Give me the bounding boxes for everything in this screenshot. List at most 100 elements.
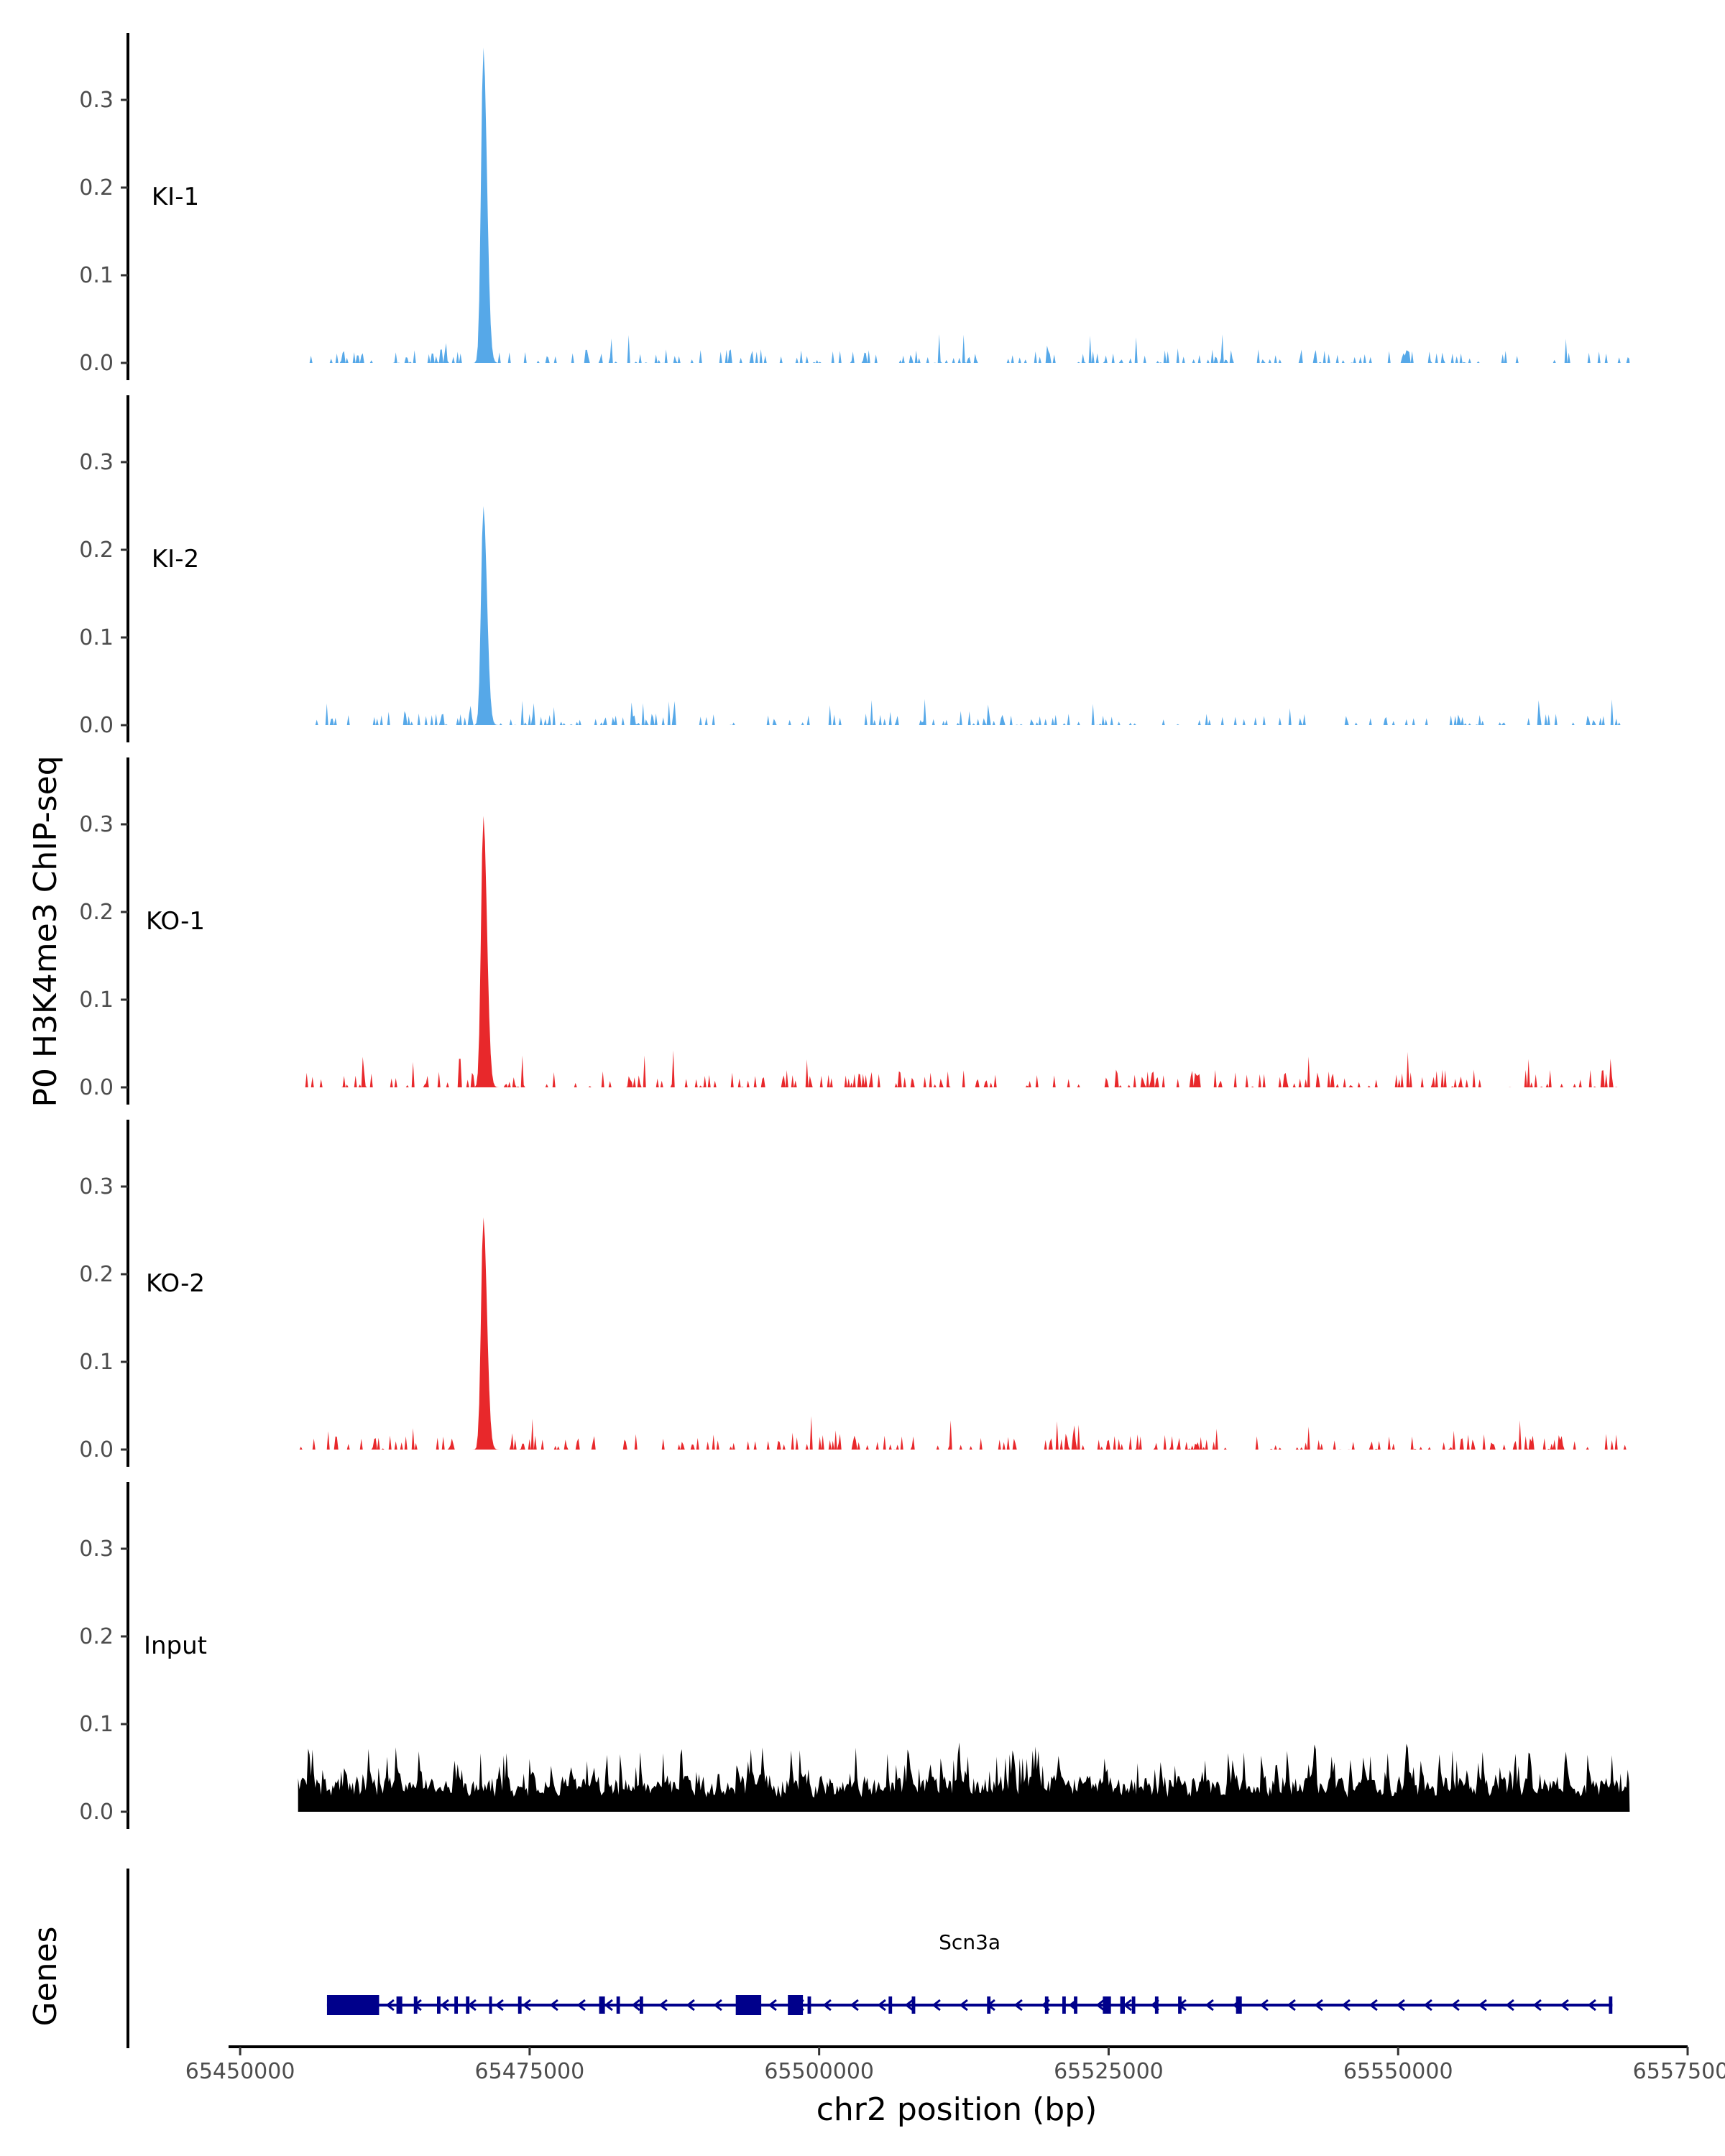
signal-area-input [298, 1742, 1630, 1812]
strand-arrow [932, 1999, 941, 2012]
strand-arrow [522, 1999, 531, 2012]
y-tick-label: 0.0 [79, 1800, 114, 1825]
strand-arrow [850, 1999, 859, 2012]
x-axis: 65450000 65475000 65500000 65525000 65550000… [185, 2045, 1725, 2084]
track-input: 0.0 0.1 0.2 0.3 Input [79, 1482, 1630, 1829]
strand-arrow [1013, 1999, 1023, 2012]
y-tick-label: 0.3 [79, 1537, 114, 1562]
x-tick-label: 65475000 [475, 2059, 585, 2084]
strand-arrow [658, 1999, 668, 2012]
y-tick-label: 0.2 [79, 900, 114, 925]
y-axis-title: P0 H3K4me3 ChIP-seq [27, 755, 64, 1107]
strand-arrow [576, 1999, 586, 2012]
strand-arrow [440, 1999, 449, 2012]
strand-arrow [1259, 1999, 1269, 2012]
strand-arrow [494, 1999, 504, 2012]
strand-arrow [1505, 1999, 1514, 2012]
exon [413, 1996, 418, 2014]
strand-arrow [1368, 1999, 1378, 2012]
exon [1154, 1996, 1159, 2014]
track-label: KI-2 [152, 545, 199, 573]
signal-area-ki-2 [298, 506, 1630, 725]
track-label: KI-1 [152, 183, 199, 211]
strand-arrow [1587, 1999, 1596, 2012]
y-tick-label: 0.1 [79, 1350, 114, 1375]
strand-arrow [822, 1999, 832, 2012]
exon [396, 1996, 402, 2014]
strand-arrow [549, 1999, 558, 2012]
track-label: Input [144, 1631, 207, 1660]
exon [518, 1996, 522, 2014]
exon [1044, 1996, 1049, 2014]
track-ki-2: 0.0 0.1 0.2 0.3 KI-2 [79, 395, 1630, 742]
exon [639, 1996, 643, 2014]
strand-arrow [631, 1999, 640, 2012]
strand-arrow [959, 1999, 968, 2012]
exon [1103, 1996, 1111, 2014]
y-tick-label: 0.0 [79, 351, 114, 376]
strand-arrow [1423, 1999, 1432, 2012]
x-tick-label: 65550000 [1343, 2059, 1453, 2084]
strand-arrow [768, 1999, 777, 2012]
y-tick-label: 0.1 [79, 263, 114, 288]
exon [326, 1995, 380, 2015]
exon [788, 1995, 804, 2015]
signal-area-ko-2 [298, 1217, 1630, 1450]
y-tick-label: 0.2 [79, 1262, 114, 1287]
exon [888, 1996, 893, 2014]
exon [735, 1995, 762, 2015]
exon [599, 1996, 605, 2014]
exon [1236, 1996, 1242, 2014]
y-tick-label: 0.0 [79, 1437, 114, 1462]
strand-arrow [686, 1999, 695, 2012]
signal-area-ko-1 [298, 816, 1630, 1087]
y-tick-label: 0.0 [79, 1075, 114, 1100]
exon [1120, 1996, 1125, 2014]
exon [1178, 1996, 1182, 2014]
strand-arrow [1205, 1999, 1214, 2012]
signal-area-ki-1 [298, 47, 1630, 363]
exon [911, 1996, 916, 2014]
x-tick-label: 65525000 [1054, 2059, 1164, 2084]
strand-arrow [1560, 1999, 1569, 2012]
exon [1062, 1996, 1066, 2014]
strand-arrow [1341, 1999, 1351, 2012]
exon [1131, 1996, 1136, 2014]
x-axis-title: chr2 position (bp) [816, 2091, 1098, 2128]
strand-arrow [1450, 1999, 1460, 2012]
genes-axis-title: Genes [27, 1926, 64, 2026]
exon [1609, 1996, 1613, 2014]
exon [616, 1996, 620, 2014]
y-tick-label: 0.2 [79, 1624, 114, 1649]
track-panels: 0.00.10.20.3KI-10.00.10.20.3KI-20.00.10.… [79, 33, 1630, 1829]
y-tick-label: 0.0 [79, 713, 114, 738]
exon [454, 1996, 458, 2014]
y-tick-label: 0.3 [79, 450, 114, 475]
track-ki-1: 0.0 0.1 0.2 0.3 KI-1 [79, 33, 1630, 380]
x-tick-label: 65500000 [764, 2059, 874, 2084]
x-tick-label: 65450000 [185, 2059, 295, 2084]
track-ko-1: 0.0 0.1 0.2 0.3 KO-1 [79, 757, 1630, 1105]
strand-arrow [1314, 1999, 1323, 2012]
strand-arrow [713, 1999, 722, 2012]
track-label: KO-2 [146, 1269, 205, 1298]
y-tick-label: 0.2 [79, 538, 114, 563]
y-tick-label: 0.1 [79, 1712, 114, 1737]
genes-panel: Scn3a [126, 1869, 1613, 2048]
strand-arrow [1478, 1999, 1487, 2012]
exon [1074, 1996, 1077, 2014]
strand-arrow [1532, 1999, 1542, 2012]
exon [987, 1996, 991, 2014]
track-ko-2: 0.0 0.1 0.2 0.3 KO-2 [79, 1120, 1630, 1467]
strand-arrow [1095, 1999, 1105, 2012]
strand-arrow [904, 1999, 914, 2012]
strand-arrow [877, 1999, 886, 2012]
x-tick-label: 65575000 [1633, 2059, 1725, 2084]
y-tick-label: 0.2 [79, 175, 114, 201]
strand-arrow [1287, 1999, 1296, 2012]
strand-arrow [1396, 1999, 1405, 2012]
y-tick-label: 0.3 [79, 812, 114, 837]
strand-arrow [604, 1999, 613, 2012]
y-tick-label: 0.1 [79, 987, 114, 1013]
exon [807, 1996, 811, 2014]
